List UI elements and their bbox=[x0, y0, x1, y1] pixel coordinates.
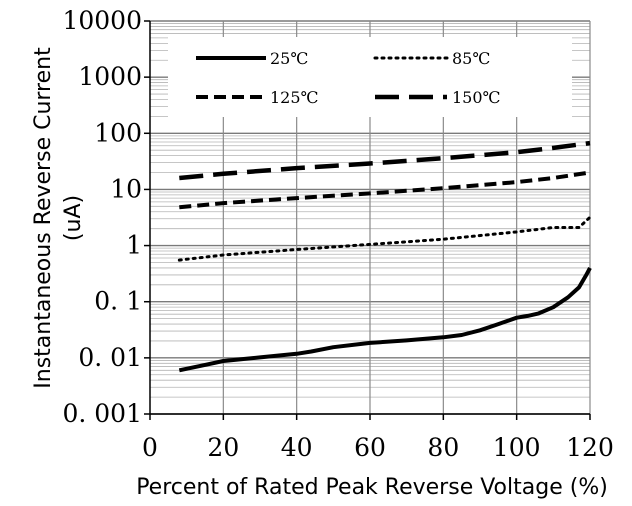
y-tick-label: 0. 1 bbox=[94, 287, 142, 316]
legend-label: 85℃ bbox=[452, 49, 490, 68]
x-tick-label: 20 bbox=[207, 433, 239, 462]
y-tick-labels: 10000 1000 100 10 1 0. 1 0. 01 0. 001 bbox=[62, 6, 142, 428]
y-axis-title-line1: Instantaneous Reverse Current bbox=[31, 47, 56, 389]
legend-label: 125℃ bbox=[270, 88, 318, 107]
y-tick-label: 0. 001 bbox=[62, 399, 142, 428]
y-tick-label: 0. 01 bbox=[78, 343, 142, 372]
y-tick-label: 10 bbox=[110, 174, 142, 203]
y-tick-label: 10000 bbox=[62, 6, 142, 35]
plot-series bbox=[177, 140, 592, 373]
x-axis-title: Percent of Rated Peak Reverse Voltage (%… bbox=[136, 475, 608, 500]
series-line bbox=[179, 170, 591, 210]
legend-label: 25℃ bbox=[270, 49, 308, 68]
legend-box bbox=[168, 37, 572, 117]
x-tick-label: 60 bbox=[354, 433, 386, 462]
legend-label: 150℃ bbox=[452, 88, 500, 107]
x-tick-label: 80 bbox=[427, 433, 459, 462]
y-axis-title-line2: (uA) bbox=[61, 195, 86, 241]
x-tick-label: 100 bbox=[493, 433, 541, 462]
x-tick-label: 0 bbox=[142, 433, 158, 462]
x-tick-label: 40 bbox=[281, 433, 313, 462]
y-tick-label: 1000 bbox=[78, 62, 142, 91]
series-line bbox=[179, 140, 591, 181]
legend: 25℃ 85℃ 125℃ 150℃ bbox=[168, 37, 572, 117]
axes bbox=[144, 20, 591, 420]
series-line bbox=[177, 215, 592, 262]
y-tick-label: 1 bbox=[126, 231, 142, 260]
series-line bbox=[178, 266, 592, 373]
x-tick-label: 120 bbox=[566, 433, 614, 462]
y-tick-label: 100 bbox=[94, 118, 142, 147]
x-tick-labels: 0 20 40 60 80 100 120 bbox=[142, 433, 614, 462]
